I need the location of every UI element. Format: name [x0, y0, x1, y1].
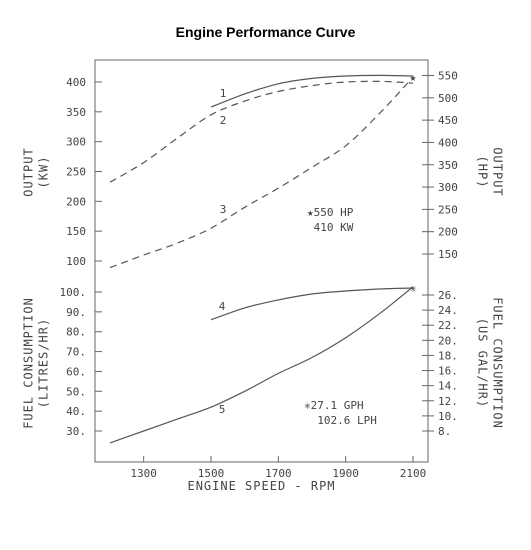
right-upper-tick-label: 250 — [438, 203, 458, 216]
left-lower-axis-title: (LITRES/HR) — [37, 318, 51, 408]
right-upper-tick-label: 550 — [438, 70, 458, 83]
right-upper-axis-title: OUTPUT — [491, 147, 505, 196]
left-axes: 100 150 200 250 300 350 400 30. 40. 50. 60. 70. 80. 9… — [60, 76, 102, 438]
x-tick-label: 2100 — [400, 467, 427, 480]
x-tick-label: 1500 — [198, 467, 225, 480]
x-tick-label: 1900 — [332, 467, 359, 480]
left-upper-tick-label: 150 — [66, 225, 86, 238]
right-lower-tick-label: 24. — [438, 304, 458, 317]
right-lower-axis-title: FUEL CONSUMPTION — [491, 297, 505, 429]
series-1-line — [210, 74, 414, 108]
right-upper-tick-label: 400 — [438, 136, 458, 149]
right-lower-tick-label: 12. — [438, 395, 458, 408]
right-lower-tick-label: 16. — [438, 365, 458, 378]
right-upper-tick-label: 300 — [438, 181, 458, 194]
annotation-1-line: 410 KW — [307, 221, 354, 234]
left-upper-axis-title: OUTPUT — [22, 147, 36, 196]
rated-marker-2: ✳ — [410, 282, 417, 295]
left-lower-tick-label: 70. — [66, 346, 86, 359]
right-upper-tick-label: 150 — [438, 248, 458, 261]
right-lower-tick-label: 20. — [438, 334, 458, 347]
right-lower-axis-title: (US GAL/HR) — [476, 318, 490, 408]
right-lower-tick-label: 8. — [438, 425, 451, 438]
right-upper-tick-label: 500 — [438, 92, 458, 105]
annotations: ★550 HP 410 KW ✳27.1 GPH 102.6 LPH — [304, 206, 377, 427]
left-lower-tick-label: 100. — [60, 286, 87, 299]
left-upper-tick-label: 100 — [66, 255, 86, 268]
left-lower-tick-label: 90. — [66, 306, 86, 319]
series-lines — [109, 74, 414, 444]
right-lower-tick-label: 18. — [438, 349, 458, 362]
series-4-label: 4 — [219, 300, 226, 313]
series-5-line — [109, 286, 414, 444]
series-3-line — [109, 76, 414, 269]
annotation-2-line: 102.6 LPH — [304, 414, 377, 427]
rated-point-markers: ★✳ — [410, 71, 417, 295]
left-lower-tick-label: 50. — [66, 385, 86, 398]
left-lower-tick-label: 40. — [66, 405, 86, 418]
x-axis-title: ENGINE SPEED - RPM — [187, 479, 335, 493]
left-lower-tick-label: 30. — [66, 425, 86, 438]
right-lower-tick-label: 26. — [438, 289, 458, 302]
left-lower-tick-label: 80. — [66, 326, 86, 339]
right-axes: 150 200 250 300 350 400 450 500 550 8. 10. 12. 14. 16… — [422, 70, 458, 438]
x-tick-label: 1300 — [130, 467, 157, 480]
right-lower-tick-label: 14. — [438, 380, 458, 393]
series-2-label: 2 — [220, 114, 227, 127]
right-lower-tick-label: 22. — [438, 319, 458, 332]
plot-frame — [94, 59, 429, 463]
chart-title: Engine Performance Curve — [175, 24, 356, 40]
left-upper-tick-label: 350 — [66, 106, 86, 119]
right-upper-axis-title: (HP) — [476, 156, 490, 189]
series-1-label: 1 — [220, 87, 227, 100]
series-3-label: 3 — [220, 203, 227, 216]
series-2-line — [109, 80, 414, 183]
series-labels: 1 2 3 4 5 — [219, 87, 227, 416]
annotation-1-line: ★550 HP — [307, 206, 354, 219]
annotation-2-line: ✳27.1 GPH — [304, 399, 364, 412]
x-axis-ticks: 1300 1500 1700 1900 2100 — [130, 456, 426, 480]
right-upper-tick-label: 200 — [438, 226, 458, 239]
left-upper-tick-label: 200 — [66, 195, 86, 208]
left-upper-tick-label: 250 — [66, 166, 86, 179]
left-lower-axis-title: FUEL CONSUMPTION — [22, 297, 36, 429]
rated-marker-1: ★ — [410, 71, 417, 84]
left-upper-tick-label: 400 — [66, 76, 86, 89]
left-upper-tick-label: 300 — [66, 136, 86, 149]
right-upper-tick-label: 450 — [438, 114, 458, 127]
left-upper-axis-title: (KW) — [37, 156, 51, 189]
series-4-line — [210, 287, 414, 321]
series-5-label: 5 — [219, 403, 226, 416]
left-lower-tick-label: 60. — [66, 365, 86, 378]
right-lower-tick-label: 10. — [438, 410, 458, 423]
right-upper-tick-label: 350 — [438, 159, 458, 172]
x-tick-label: 1700 — [265, 467, 292, 480]
